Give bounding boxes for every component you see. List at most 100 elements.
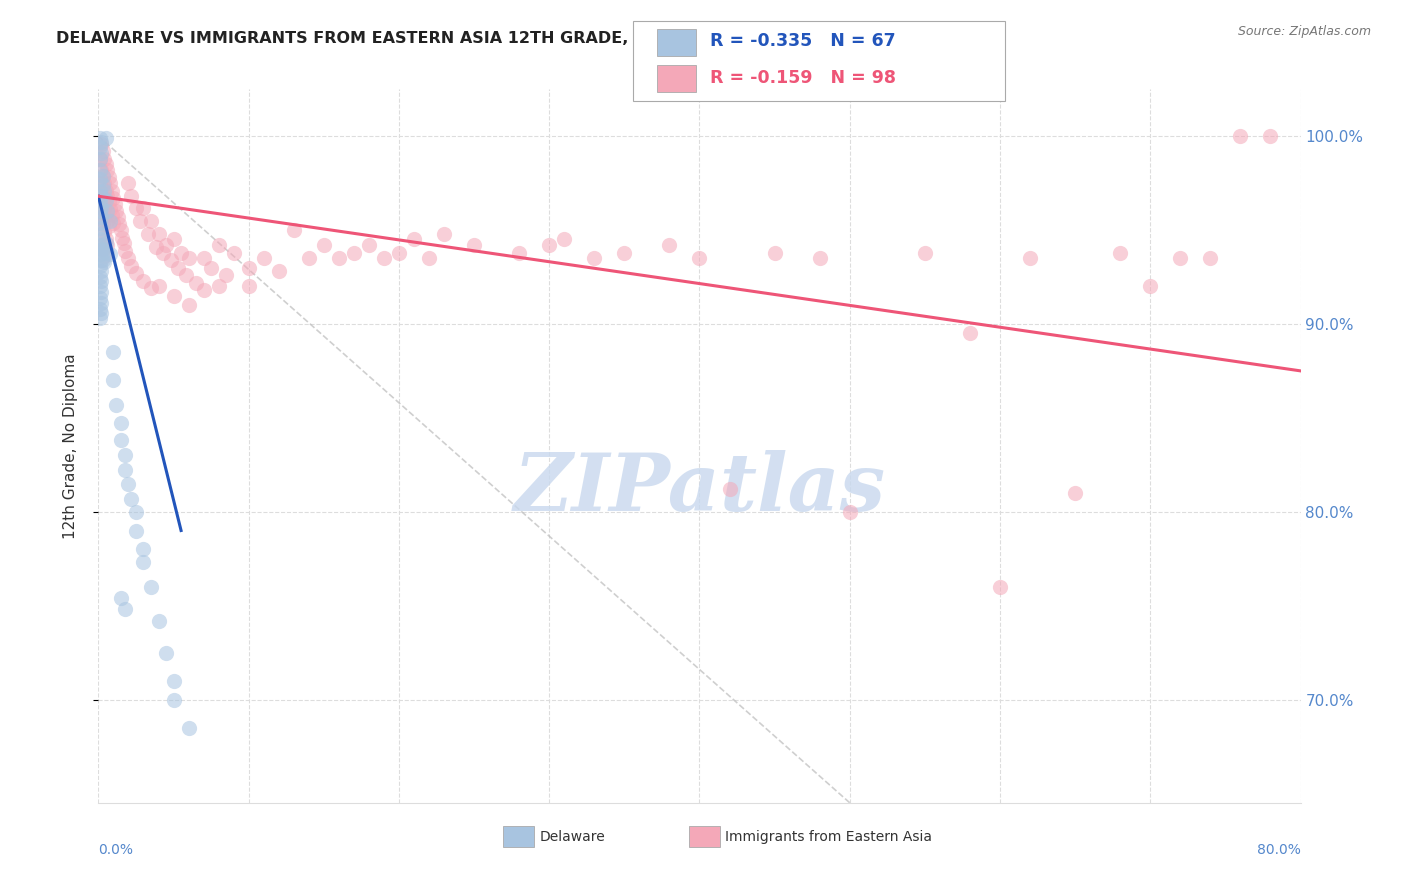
Point bbox=[177, 721, 200, 735]
Point bbox=[298, 251, 321, 265]
Point bbox=[91, 169, 114, 183]
Point bbox=[148, 279, 170, 293]
Point bbox=[91, 193, 114, 207]
Point bbox=[100, 176, 122, 190]
Point bbox=[90, 232, 112, 246]
Point bbox=[90, 238, 112, 252]
Point bbox=[112, 236, 135, 251]
Point bbox=[139, 580, 162, 594]
Point bbox=[89, 163, 111, 178]
Point bbox=[90, 136, 112, 151]
Point bbox=[914, 245, 936, 260]
Point bbox=[508, 245, 530, 260]
Point bbox=[463, 238, 485, 252]
Point bbox=[763, 245, 786, 260]
Point bbox=[93, 176, 115, 190]
Point bbox=[162, 692, 184, 706]
Point bbox=[94, 193, 117, 207]
Point bbox=[433, 227, 456, 241]
Point bbox=[114, 244, 136, 258]
Point bbox=[267, 264, 290, 278]
Point bbox=[91, 242, 114, 256]
Point bbox=[96, 204, 118, 219]
Point bbox=[129, 213, 152, 227]
Point bbox=[193, 251, 215, 265]
Point bbox=[373, 251, 395, 265]
Point bbox=[97, 219, 120, 234]
Point bbox=[93, 255, 115, 269]
Point bbox=[90, 285, 112, 299]
Point bbox=[93, 244, 115, 258]
Point bbox=[89, 184, 111, 198]
Point bbox=[90, 296, 112, 310]
Point bbox=[90, 221, 112, 235]
Point bbox=[89, 194, 111, 209]
Point bbox=[139, 281, 162, 295]
Point bbox=[613, 245, 636, 260]
Text: Delaware: Delaware bbox=[540, 830, 606, 844]
Point bbox=[215, 268, 238, 282]
Point bbox=[689, 251, 711, 265]
Point bbox=[89, 270, 111, 285]
Point bbox=[91, 178, 114, 192]
Point bbox=[155, 238, 177, 252]
Point bbox=[89, 204, 111, 219]
Point bbox=[91, 253, 114, 268]
Point bbox=[114, 602, 136, 616]
Point bbox=[103, 191, 125, 205]
Point bbox=[148, 614, 170, 628]
Point bbox=[553, 232, 575, 246]
Point bbox=[90, 274, 112, 288]
Point bbox=[114, 463, 136, 477]
Point bbox=[1229, 129, 1251, 144]
Point bbox=[117, 476, 139, 491]
Point bbox=[103, 215, 125, 229]
Point bbox=[93, 249, 115, 263]
Point bbox=[90, 146, 112, 161]
Point bbox=[90, 187, 112, 202]
Point bbox=[94, 236, 117, 251]
Point bbox=[132, 201, 155, 215]
Y-axis label: 12th Grade, No Diploma: 12th Grade, No Diploma bbox=[63, 353, 77, 539]
Point bbox=[89, 259, 111, 273]
Point bbox=[90, 211, 112, 226]
Point bbox=[152, 245, 174, 260]
Point bbox=[89, 311, 111, 326]
Point bbox=[103, 345, 125, 359]
Point bbox=[132, 556, 155, 570]
Text: 80.0%: 80.0% bbox=[1257, 843, 1301, 857]
Point bbox=[402, 232, 425, 246]
Point bbox=[105, 204, 128, 219]
Point bbox=[100, 247, 122, 261]
Point bbox=[89, 238, 111, 252]
Point bbox=[97, 194, 120, 209]
Point bbox=[132, 274, 155, 288]
Point bbox=[90, 210, 112, 224]
Point bbox=[96, 163, 118, 178]
Point bbox=[110, 591, 132, 606]
Point bbox=[90, 264, 112, 278]
Point bbox=[238, 279, 260, 293]
Point bbox=[90, 201, 112, 215]
Point bbox=[357, 238, 380, 252]
Point bbox=[1109, 245, 1132, 260]
Point bbox=[114, 449, 136, 463]
Point bbox=[94, 157, 117, 171]
Point bbox=[159, 253, 181, 268]
Point bbox=[162, 232, 184, 246]
Point bbox=[121, 259, 143, 273]
Point bbox=[105, 398, 128, 412]
Point bbox=[111, 230, 134, 244]
Point bbox=[93, 184, 115, 198]
Point bbox=[1260, 129, 1282, 144]
Point bbox=[91, 169, 114, 183]
Point bbox=[94, 208, 117, 222]
Point bbox=[125, 524, 148, 538]
Point bbox=[1139, 279, 1161, 293]
Point bbox=[808, 251, 831, 265]
Point bbox=[89, 172, 111, 186]
Text: Source: ZipAtlas.com: Source: ZipAtlas.com bbox=[1237, 25, 1371, 38]
Point bbox=[100, 213, 122, 227]
Point bbox=[658, 238, 681, 252]
Point bbox=[91, 144, 114, 158]
